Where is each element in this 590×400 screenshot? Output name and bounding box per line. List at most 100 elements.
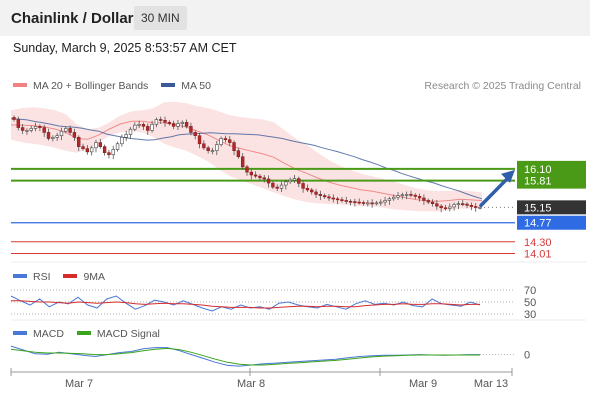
- candle-body: [107, 152, 111, 156]
- candle-body: [33, 126, 38, 129]
- candle-body: [370, 202, 374, 205]
- candle-body: [305, 188, 310, 191]
- candle-body: [240, 156, 245, 168]
- candle-body: [327, 196, 331, 199]
- candle-body: [426, 200, 430, 203]
- candle-body: [150, 124, 154, 131]
- candle-body: [137, 124, 141, 126]
- candle-body: [98, 142, 102, 147]
- candle-body: [361, 202, 366, 204]
- candle-body: [452, 204, 456, 208]
- macd-line: [10, 345, 480, 367]
- candle-body: [465, 203, 469, 206]
- macd-signal-swatch: [76, 331, 91, 336]
- candle-body: [266, 178, 271, 184]
- legend-macd: MACD: [33, 328, 64, 340]
- candle-body: [348, 200, 353, 203]
- candle-body: [400, 194, 405, 197]
- timestamp: Sunday, March 9, 2025 8:53:57 AM CET: [13, 41, 237, 55]
- candle-body: [64, 128, 68, 132]
- candle-body: [322, 195, 327, 198]
- candle-body: [89, 147, 94, 153]
- level-value-14.30: 14.30: [524, 237, 552, 249]
- candle-body: [456, 203, 461, 205]
- candle-body: [159, 119, 163, 121]
- candle-body: [102, 146, 107, 153]
- candle-body: [353, 201, 357, 203]
- candle-body: [478, 207, 482, 209]
- macd-signal-line: [10, 347, 480, 366]
- candle-body: [473, 206, 478, 208]
- candle-body: [236, 150, 241, 158]
- candle-body: [284, 181, 288, 186]
- bollinger-swatch: [13, 83, 27, 88]
- level-tag-support: [517, 215, 586, 230]
- candle-body: [335, 198, 340, 201]
- candle-body: [331, 197, 335, 200]
- level-value-15.81: 15.81: [524, 176, 552, 188]
- ma50-line: [10, 118, 483, 200]
- candle-body: [171, 123, 176, 127]
- candle-body: [72, 132, 77, 138]
- candle-body: [430, 201, 435, 204]
- level-tag-resistance: [517, 173, 586, 188]
- ma50-swatch: [161, 83, 176, 88]
- candle-body: [357, 201, 361, 204]
- arrow-up-right-icon: [479, 176, 510, 208]
- timeframe-badge[interactable]: 30 MIN: [134, 6, 187, 30]
- candle-body: [469, 205, 474, 207]
- candle-body: [443, 207, 448, 210]
- rsi-tick-label: 50: [524, 297, 536, 309]
- legend-macd-signal: MACD Signal: [96, 328, 160, 340]
- candle-body: [210, 150, 215, 152]
- candle-body: [297, 178, 301, 184]
- rsi-9ma-line: [11, 300, 480, 309]
- legend-9ma: 9MA: [83, 271, 106, 283]
- candle-body: [59, 130, 64, 136]
- candle-body: [279, 184, 284, 189]
- candle-body: [383, 200, 387, 203]
- candle-body: [249, 171, 254, 176]
- candle-body: [396, 195, 400, 198]
- candle-body: [115, 143, 120, 150]
- x-tick-label: Mar 9: [409, 378, 437, 390]
- candle-body: [392, 196, 396, 200]
- macd-swatch: [13, 331, 27, 336]
- candle-body: [262, 177, 266, 180]
- candle-body: [366, 202, 370, 205]
- candle-body: [448, 206, 452, 209]
- rsi-tick-label: 70: [524, 285, 536, 297]
- candle-body: [163, 119, 167, 123]
- level-value-14.01: 14.01: [524, 248, 552, 260]
- candle-body: [146, 126, 150, 131]
- legend-rsi: RSI: [33, 271, 51, 283]
- candle-body: [344, 200, 348, 202]
- candle-body: [120, 136, 124, 145]
- candle-body: [38, 126, 42, 128]
- rsi-swatch: [13, 274, 27, 279]
- candle-body: [141, 124, 146, 127]
- candle-body: [439, 205, 443, 209]
- candle-body: [184, 122, 189, 127]
- x-tick-label: Mar 13: [474, 378, 508, 390]
- candle-body: [219, 138, 223, 145]
- candle-body: [46, 132, 51, 139]
- candle-body: [197, 135, 202, 145]
- candle-body: [374, 202, 379, 205]
- candle-body: [417, 196, 422, 199]
- level-value-15.15: 15.15: [524, 202, 552, 214]
- candle-body: [77, 136, 81, 147]
- candle-body: [404, 194, 409, 196]
- candle-body: [318, 194, 323, 196]
- candle-body: [232, 142, 236, 151]
- candle-body: [206, 147, 210, 151]
- candle-body: [215, 144, 219, 151]
- candle-body: [258, 175, 262, 179]
- candle-body: [310, 189, 314, 193]
- candle-body: [81, 146, 85, 149]
- candle-body: [301, 183, 305, 189]
- macd-legend: MACD MACD Signal: [13, 328, 160, 340]
- instrument-title: Chainlink / Dollar: [11, 10, 134, 27]
